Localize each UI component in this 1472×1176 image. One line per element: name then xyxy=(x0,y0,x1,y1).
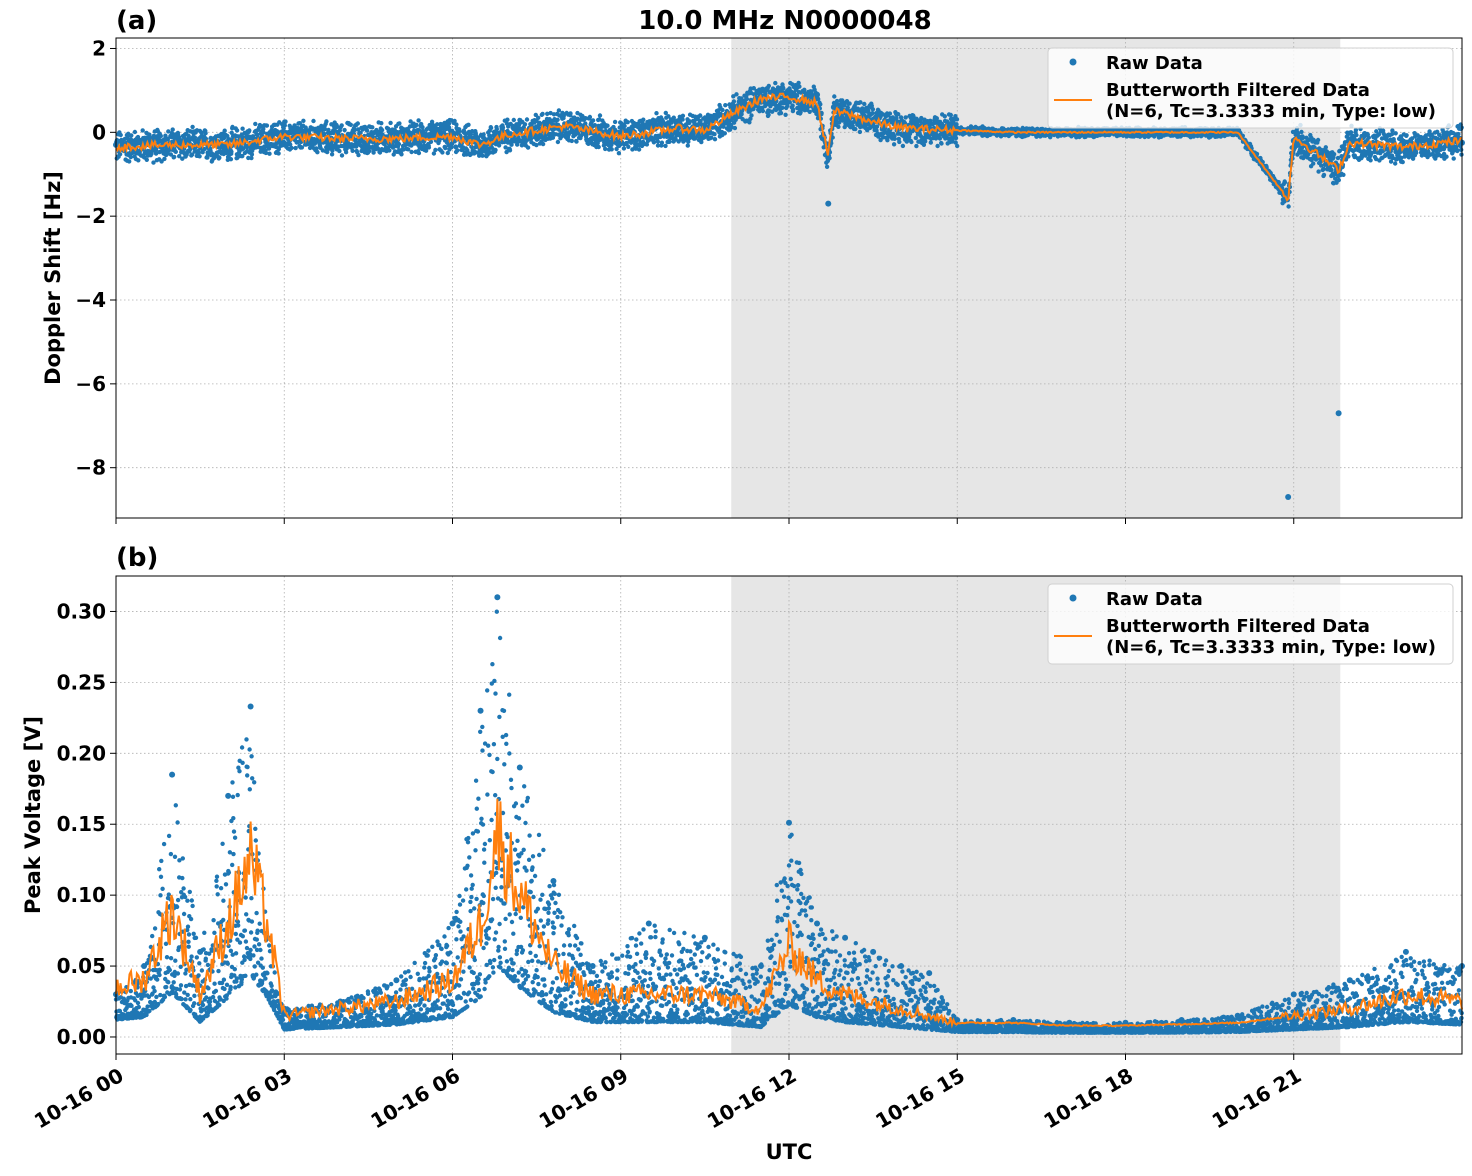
ytick-label-b: 0.00 xyxy=(57,1025,106,1049)
panel-label-a: (a) xyxy=(116,6,157,36)
raw-point xyxy=(825,200,832,207)
legend-a-filtered-label-1: Butterworth Filtered Data xyxy=(1106,80,1370,101)
raw-point xyxy=(247,703,254,710)
xtick-label: 10-16 06 xyxy=(366,1063,464,1133)
raw-point-cloud-a xyxy=(113,80,1464,209)
legend-a-raw-label: Raw Data xyxy=(1106,53,1203,74)
xtick-label: 10-16 03 xyxy=(198,1063,296,1133)
raw-point xyxy=(1402,948,1409,955)
raw-point xyxy=(225,792,232,799)
raw-point xyxy=(516,764,523,771)
ytick-label-a: −2 xyxy=(75,204,106,228)
raw-point xyxy=(926,970,933,977)
legend-b-box xyxy=(1047,583,1454,665)
raw-point xyxy=(1335,410,1342,417)
series-filtered-b xyxy=(115,798,1463,1029)
xtick-label: 10-16 15 xyxy=(871,1063,969,1133)
raw-point xyxy=(842,934,849,941)
raw-point xyxy=(393,977,400,984)
xtick-label: 10-16 21 xyxy=(1208,1063,1306,1133)
raw-point xyxy=(870,948,877,955)
legend-a-box xyxy=(1047,47,1454,129)
panel-a: (a) 2 0 −2 −4 −6 −8 Doppler Shift [Hz] Raw Da… xyxy=(41,6,1465,524)
legend-b-raw-marker xyxy=(1069,594,1077,602)
xtick-label: 10-16 00 xyxy=(30,1063,128,1133)
raw-point xyxy=(550,877,557,884)
ytick-label-a: −8 xyxy=(75,456,106,480)
ylabel-a: Doppler Shift [Hz] xyxy=(41,171,65,385)
series-filtered-a xyxy=(115,92,1463,203)
ytick-label-a: 2 xyxy=(92,36,106,60)
legend-a: Raw Data Butterworth Filtered Data (N=6,… xyxy=(1047,47,1454,129)
panel-label-b: (b) xyxy=(116,543,158,573)
panel-b: (b) 0.00 0.05 0.10 0.15 0.20 0.25 0.30 10-16 00… xyxy=(21,543,1465,1164)
raw-point xyxy=(645,920,652,927)
xtick-label: 10-16 09 xyxy=(535,1063,633,1133)
ytick-label-b: 0.10 xyxy=(57,883,106,907)
raw-point xyxy=(1346,977,1353,984)
raw-point xyxy=(494,594,501,601)
raw-point xyxy=(589,963,596,970)
xtick-label: 10-16 18 xyxy=(1039,1063,1137,1133)
ytick-label-b: 0.15 xyxy=(57,812,106,836)
ytick-label-b: 0.05 xyxy=(57,954,106,978)
raw-point xyxy=(1290,991,1297,998)
ylabel-b: Peak Voltage [V] xyxy=(21,716,45,914)
raw-point xyxy=(477,707,484,714)
ytick-label-b: 0.25 xyxy=(57,670,106,694)
ytick-label-a: −4 xyxy=(75,288,106,312)
xlabel: UTC xyxy=(766,1140,813,1164)
legend-a-raw-marker xyxy=(1069,58,1077,66)
xtick-label: 10-16 12 xyxy=(703,1063,801,1133)
legend-b-raw-label: Raw Data xyxy=(1106,589,1203,610)
legend-b-filtered-label-1: Butterworth Filtered Data xyxy=(1106,616,1370,637)
legend-b-filtered-label-2: (N=6, Tc=3.3333 min, Type: low) xyxy=(1106,637,1436,658)
figure-title: 10.0 MHz N0000048 xyxy=(638,6,931,36)
ytick-label-a: 0 xyxy=(92,120,106,144)
ytick-label-b: 0.20 xyxy=(57,741,106,765)
legend-a-filtered-label-2: (N=6, Tc=3.3333 min, Type: low) xyxy=(1106,101,1436,122)
raw-point xyxy=(1285,494,1292,501)
raw-point xyxy=(169,771,176,778)
raw-point xyxy=(814,920,821,927)
legend-b: Raw Data Butterworth Filtered Data (N=6,… xyxy=(1047,583,1454,665)
ytick-label-b: 0.30 xyxy=(57,599,106,623)
raw-point xyxy=(786,819,792,826)
ytick-label-a: −6 xyxy=(75,372,106,396)
